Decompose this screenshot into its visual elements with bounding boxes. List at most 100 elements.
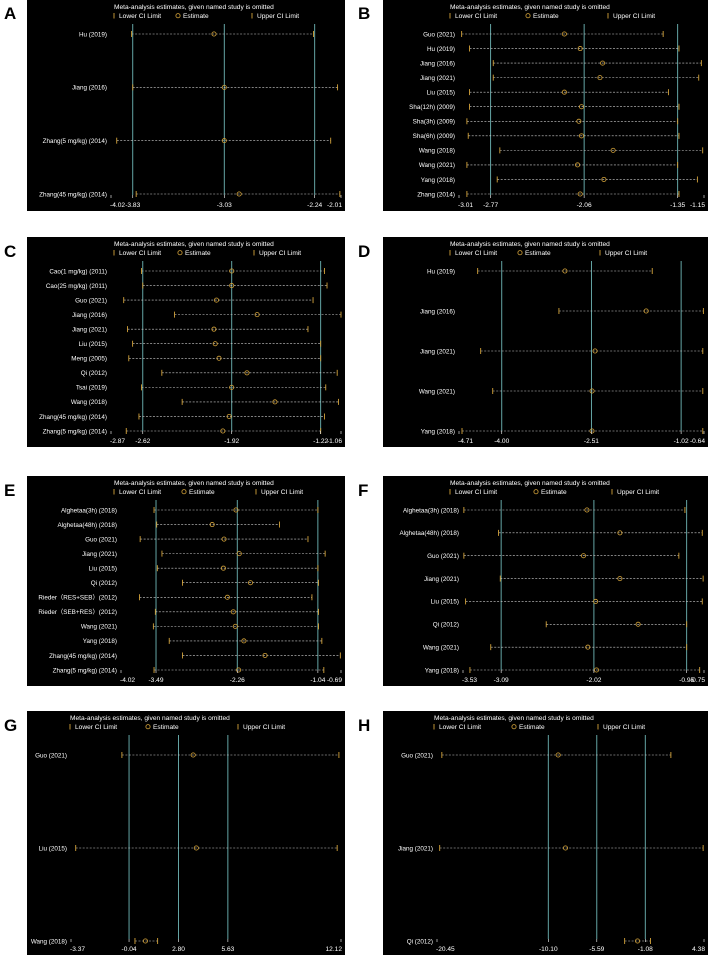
estimate-point [561,89,567,95]
axis-tick-label: 4.38 [692,946,705,953]
axis-tick-label: -10.10 [539,946,558,953]
estimate-point [589,428,595,434]
estimate-point [230,609,236,615]
estimate-point [617,576,623,582]
study-label: Wang (2021) [423,644,459,651]
study-label: Qi (2012) [433,622,459,629]
study-label: Qi (2012) [407,938,433,945]
estimate-point [594,667,600,673]
estimate-point [236,191,242,197]
study-label: Sha(12h) (2009) [409,104,455,111]
study-label: Zhang(5 mg/kg) (2014) [53,667,117,674]
study-label: Jiang (2021) [72,326,107,333]
estimate-point [593,598,599,604]
study-label: Guo (2021) [427,553,459,560]
estimate-point [254,312,260,318]
axis-tick-label: -1.06 [327,438,342,445]
axis-tick-label: -0.95 [679,677,694,684]
estimate-point [585,644,591,650]
estimate-point [578,133,584,139]
estimate-point [584,507,590,513]
forest-panel-c: Meta-analysis estimates, given named stu… [27,237,345,447]
legend-upper-label: Upper CI Limit [259,250,301,257]
plot-background [383,237,708,447]
study-label: Liu (2015) [79,341,107,348]
estimate-point [262,652,268,658]
axis-tick-label: 12.12 [325,946,342,953]
estimate-point [617,530,623,536]
panel-label-c: C [4,242,17,261]
forest-panel-d: Meta-analysis estimates, given named stu… [383,237,708,447]
estimate-point [233,507,239,513]
axis-tick-label: -3.83 [125,202,140,209]
study-label: Guo (2021) [75,297,107,304]
axis-tick-label: -2.87 [110,438,125,445]
estimate-point [229,283,235,289]
legend-estimate-label: Estimate [541,489,567,496]
plot-background [383,0,708,211]
plot-background [27,237,345,447]
axis-tick-label: -2.77 [483,202,498,209]
legend-lower-label: Lower CI Limit [455,250,497,257]
study-label: Wang (2021) [81,624,117,631]
estimate-point [213,297,219,303]
axis-tick-label: -4.71 [458,438,473,445]
axis-tick-label: -2.26 [230,677,245,684]
estimate-point [224,594,230,600]
study-label: Guo (2021) [423,31,455,38]
estimate-point [221,84,227,90]
forest-panel-e: Meta-analysis estimates, given named stu… [27,476,345,686]
legend-upper-label: Upper CI Limit [617,489,659,496]
axis-tick-label: -0.69 [327,677,342,684]
panel-label-b: B [358,4,371,23]
study-label: Jiang (2016) [420,308,455,315]
study-label: Jiang (2021) [420,348,455,355]
estimate-point [601,176,607,182]
estimate-point [562,268,568,274]
legend-title: Meta-analysis estimates, given named stu… [450,480,610,487]
legend-estimate-marker [145,724,151,730]
axis-tick-label: 5.63 [221,946,234,953]
estimate-point [212,341,218,347]
study-label: Sha(3h) (2009) [413,119,455,126]
plot-background [383,711,708,955]
legend-lower-label: Lower CI Limit [119,250,161,257]
panel-label-d: D [358,242,371,261]
study-label: Liu (2015) [39,845,67,852]
axis-tick-label: -2.01 [327,202,342,209]
panel-label-e: E [4,481,16,500]
study-label: Zhang(45 mg/kg) (2014) [39,191,107,198]
axis-tick-label: -2.62 [135,438,150,445]
estimate-point [561,31,567,37]
study-label: Alghetaa(48h) (2018) [399,530,459,537]
study-label: Alghetaa(3h) (2018) [61,507,117,514]
plot-background [27,711,345,955]
study-label: Wang (2018) [419,148,455,155]
legend-lower-label: Lower CI Limit [75,724,117,731]
estimate-point [247,580,253,586]
legend-lower-label: Lower CI Limit [439,724,481,731]
legend-lower-label: Lower CI Limit [119,489,161,496]
estimate-point [562,845,568,851]
study-label: Jiang (2021) [424,576,459,583]
legend-estimate-label: Estimate [519,724,545,731]
estimate-point [597,75,603,81]
axis-tick-label: -3.03 [217,202,232,209]
legend-title: Meta-analysis estimates, given named stu… [114,4,274,11]
panel-label-f: F [358,481,369,500]
legend-title: Meta-analysis estimates, given named stu… [114,241,274,248]
study-label: Alghetaa(48h) (2018) [57,522,117,529]
forest-panel-f: Meta-analysis estimates, given named stu… [383,476,708,686]
legend-title: Meta-analysis estimates, given named stu… [434,715,594,722]
axis-tick-label: -4.02 [110,202,125,209]
legend-title: Meta-analysis estimates, given named stu… [70,715,230,722]
study-label: Yang (2018) [83,638,117,645]
axis-tick-label: 2.80 [172,946,185,953]
axis-tick-label: -3.53 [462,677,477,684]
legend-estimate-marker [517,250,523,256]
legend-estimate-label: Estimate [185,250,211,257]
study-label: Guo (2021) [85,536,117,543]
study-label: Jiang (2016) [72,312,107,319]
study-label: Sha(6h) (2009) [413,133,455,140]
legend-upper-label: Upper CI Limit [603,724,645,731]
